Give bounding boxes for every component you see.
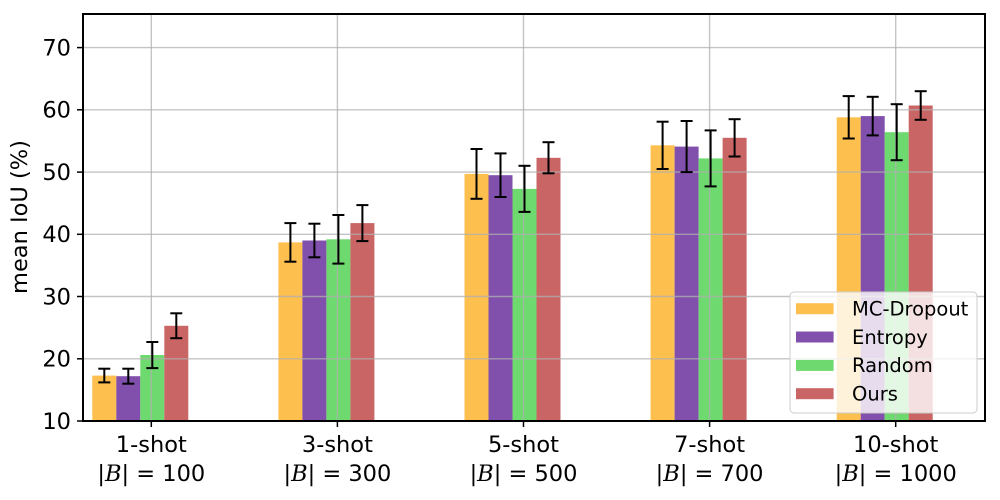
bar-entropy-7-shot [674, 146, 699, 421]
legend-label: Entropy [852, 326, 928, 349]
legend-box [789, 291, 978, 414]
sublabel-batch-symbol: B [104, 461, 122, 487]
legend-swatch-random [796, 359, 834, 371]
bar-random-5-shot [512, 188, 537, 421]
bar-entropy-3-shot [302, 240, 327, 421]
y-tick-label: 50 [42, 160, 71, 186]
y-tick-label: 70 [42, 35, 71, 61]
bar-entropy-5-shot [488, 175, 513, 421]
sublabel-batch-symbol: B [662, 461, 680, 487]
y-tick-label: 10 [42, 409, 71, 435]
y-axis-title: mean IoU (%) [7, 140, 33, 294]
sublabel-open-bar: | [835, 461, 843, 487]
bar-mc-dropout-3-shot [278, 242, 303, 421]
legend-swatch-mc-dropout [796, 303, 834, 315]
bar-ours-7-shot [722, 137, 747, 422]
x-tick-label: 1-shot [116, 432, 187, 458]
bar-random-7-shot [698, 158, 723, 421]
sublabel-batch-symbol: B [476, 461, 494, 487]
sublabel-open-bar: | [283, 461, 291, 487]
y-tick-label: 40 [42, 222, 71, 248]
legend-label: Ours [852, 383, 898, 406]
bar-mc-dropout-7-shot [650, 145, 675, 422]
sublabel-batch-symbol: B [841, 461, 859, 487]
sublabel-batch-symbol: B [290, 461, 308, 487]
x-tick-sublabel: |B| = 100 [97, 461, 205, 487]
y-tick-label: 20 [42, 347, 71, 373]
legend-label: Random [852, 354, 933, 377]
legend-label: MC-Dropout [852, 298, 969, 321]
bar-ours-1-shot [164, 325, 189, 421]
error-bars [98, 90, 927, 385]
y-axis: 10 20 30 40 50 60 70 [42, 35, 83, 435]
sublabel-value: | = 300 [308, 461, 392, 487]
x-tick-sublabel: |B| = 700 [656, 461, 764, 487]
bar-random-3-shot [326, 239, 351, 421]
x-tick-label: 5-shot [488, 432, 559, 458]
plot-frame [82, 13, 986, 422]
legend-swatch-ours [796, 388, 834, 400]
gridlines [83, 14, 985, 421]
x-tick-sublabel: |B| = 300 [283, 461, 391, 487]
sublabel-open-bar: | [97, 461, 105, 487]
x-tick-sublabel: |B| = 1000 [835, 461, 957, 487]
legend-swatch-entropy [796, 331, 834, 343]
x-tick-label: 7-shot [674, 432, 745, 458]
x-tick-label: 3-shot [302, 432, 373, 458]
y-tick-label: 30 [42, 284, 71, 310]
sublabel-value: | = 700 [680, 461, 764, 487]
sublabel-value: | = 100 [122, 461, 206, 487]
x-tick-sublabel: |B| = 500 [470, 461, 578, 487]
sublabel-open-bar: | [656, 461, 664, 487]
bar-ours-5-shot [536, 157, 561, 422]
bar-ours-3-shot [350, 223, 375, 421]
sublabel-value: | = 1000 [859, 461, 957, 487]
x-tick-label: 10-shot [853, 432, 938, 458]
legend: MC-Dropout Entropy Random Ours [789, 291, 978, 414]
bar-mc-dropout-5-shot [464, 173, 489, 421]
sublabel-value: | = 500 [494, 461, 578, 487]
sublabel-open-bar: | [470, 461, 478, 487]
y-tick-label: 60 [42, 98, 71, 124]
